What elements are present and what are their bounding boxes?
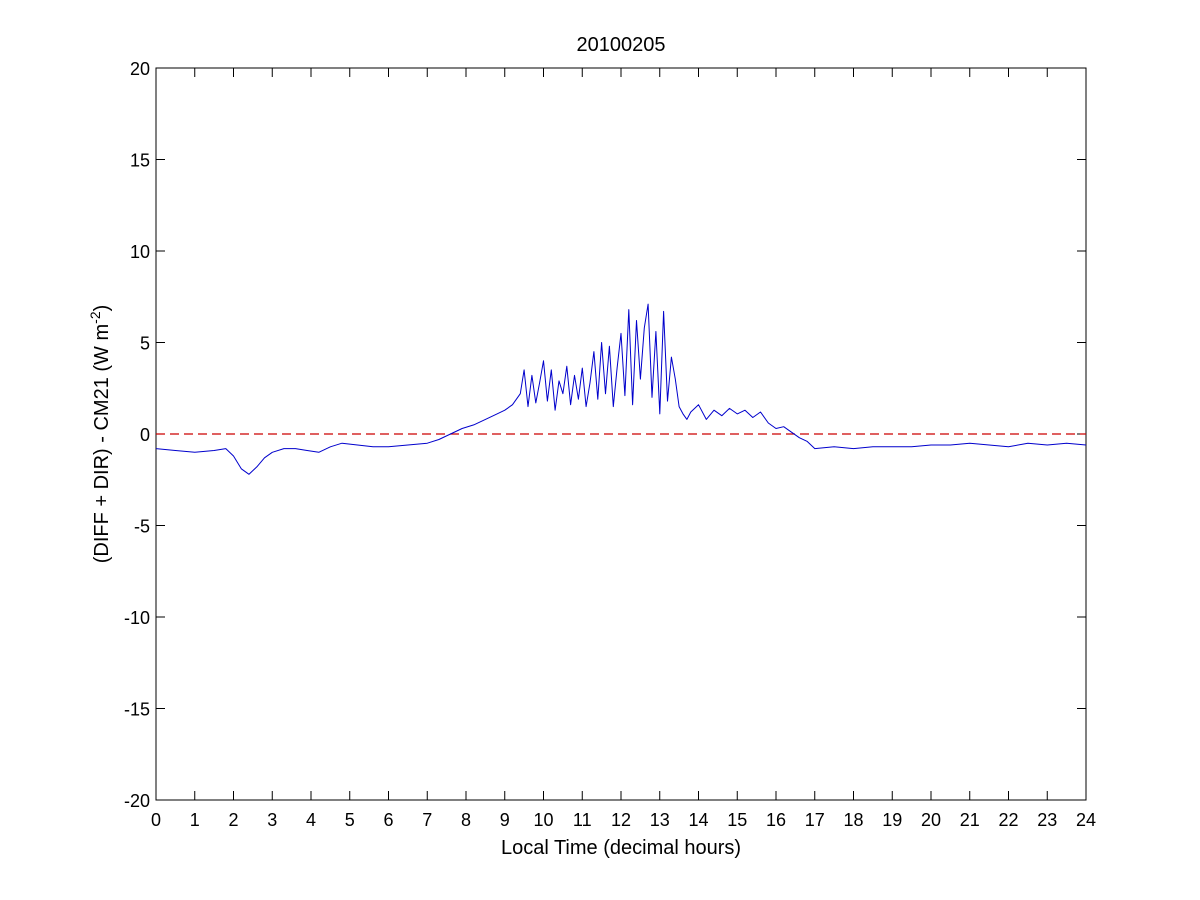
- x-tick-label: 19: [882, 810, 902, 830]
- x-tick-label: 3: [267, 810, 277, 830]
- x-tick-label: 0: [151, 810, 161, 830]
- x-tick-label: 9: [500, 810, 510, 830]
- y-tick-label: -20: [124, 791, 150, 811]
- x-tick-label: 2: [228, 810, 238, 830]
- y-tick-label: 5: [140, 334, 150, 354]
- y-tick-label: -5: [134, 517, 150, 537]
- axis-ticks: [155, 67, 1087, 801]
- y-axis-title-superscript: -2: [87, 311, 103, 324]
- x-tick-label: 4: [306, 810, 316, 830]
- x-tick-label: 16: [766, 810, 786, 830]
- y-tick-label: -10: [124, 608, 150, 628]
- series-layer: [155, 303, 1087, 475]
- x-axis-title: Local Time (decimal hours): [501, 837, 741, 859]
- x-tick-label: 8: [461, 810, 471, 830]
- x-tick-label: 20: [921, 810, 941, 830]
- x-tick-label: 22: [998, 810, 1018, 830]
- x-tick-label: 1: [190, 810, 200, 830]
- y-tick-label: 20: [130, 59, 150, 79]
- x-tick-label: 6: [383, 810, 393, 830]
- x-tick-label: 13: [650, 810, 670, 830]
- y-tick-labels: -20 -15 -10 -5 0 5 10 15 20: [124, 59, 150, 811]
- y-axis-title-close: ): [91, 305, 113, 312]
- x-tick-label: 17: [805, 810, 825, 830]
- y-tick-label: -15: [124, 700, 150, 720]
- y-tick-label: 0: [140, 425, 150, 445]
- x-tick-label: 18: [843, 810, 863, 830]
- x-tick-label: 5: [345, 810, 355, 830]
- x-tick-label: 23: [1037, 810, 1057, 830]
- x-tick-label: 12: [611, 810, 631, 830]
- y-axis-title: (DIFF + DIR) - CM21 (W m-2): [87, 305, 113, 564]
- y-tick-label: 15: [130, 151, 150, 171]
- x-tick-label: 24: [1076, 810, 1096, 830]
- x-tick-label: 21: [960, 810, 980, 830]
- x-tick-label: 7: [422, 810, 432, 830]
- x-tick-label: 10: [533, 810, 553, 830]
- series-line: [155, 303, 1087, 475]
- x-tick-labels: 0 1 2 3 4 5 6 7 8 9 10 11 12 13 14 15 16 17 18 19 20 21 22 23 24: [151, 810, 1096, 830]
- plot-area: [155, 67, 1087, 801]
- y-tick-label: 10: [130, 242, 150, 262]
- x-tick-label: 11: [573, 810, 592, 830]
- y-axis-title-main: (DIFF + DIR) - CM21 (W m: [91, 324, 113, 563]
- chart-title: 20100205: [577, 34, 666, 56]
- x-tick-label: 14: [688, 810, 708, 830]
- x-tick-label: 15: [727, 810, 747, 830]
